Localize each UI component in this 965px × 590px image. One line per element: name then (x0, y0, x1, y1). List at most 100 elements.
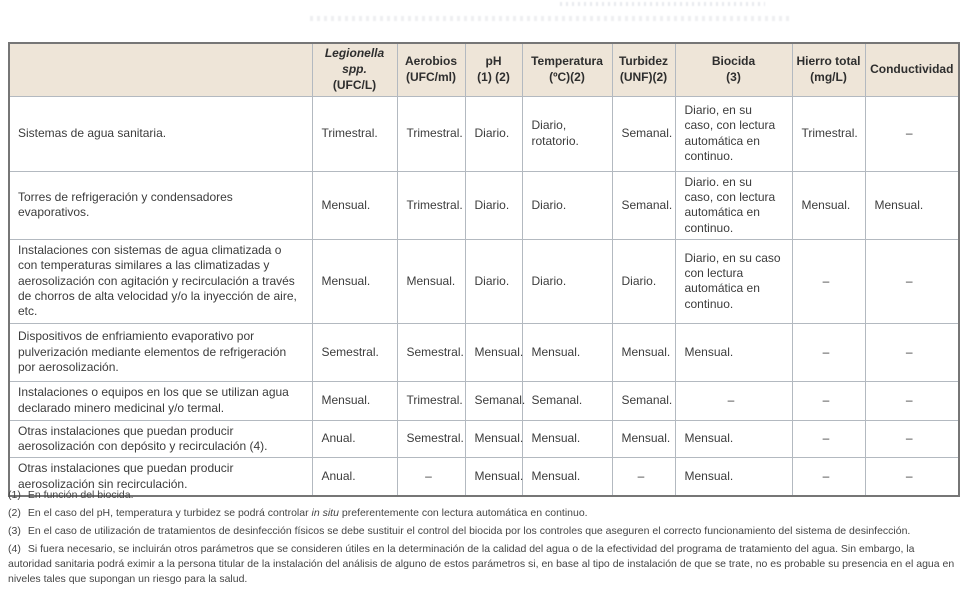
col-header-ph: pH (1) (2) (464, 42, 523, 97)
cell-value: – (791, 238, 866, 324)
col-header-legionella: Legionella spp. (UFC/L) (311, 42, 398, 97)
cell-value: Diario, en su caso con lectura automátic… (674, 238, 793, 324)
cell-value: Diario, rotatorio. (521, 95, 613, 172)
table-row: Instalaciones o equipos en los que se ut… (8, 380, 960, 421)
cell-value: Semestral. (311, 322, 398, 382)
cell-value: Mensual. (464, 457, 523, 497)
col-header-conductividad-name: Conductividad (870, 61, 954, 76)
cell-value: Diario. (521, 238, 613, 324)
col-header-aerobios-name: Aerobios (404, 54, 457, 69)
col-header-legionella-unit: (UFC/L) (332, 77, 377, 92)
cell-value: Anual. (311, 419, 398, 459)
cell-value: Mensual. (674, 457, 793, 497)
footnote-4-marker: (4) (8, 543, 21, 555)
col-header-legionella-name: Legionella spp. (324, 46, 385, 76)
cell-value: Trimestral. (311, 95, 398, 172)
cell-value: Mensual. (864, 170, 960, 240)
cell-description: Torres de refrigeración y condensadores … (8, 170, 313, 240)
footnote-3: (3) En el caso de utilización de tratamie… (8, 524, 958, 539)
footnote-2-text-italic: in situ (311, 507, 339, 519)
cell-value: Diario. (464, 95, 523, 172)
cell-value: Mensual. (311, 238, 398, 324)
col-header-aerobios-unit: (UFC/ml) (406, 69, 456, 84)
cell-value: Mensual. (674, 419, 793, 459)
col-header-empty (8, 42, 313, 97)
cell-value: Mensual. (521, 419, 613, 459)
footnote-3-marker: (3) (8, 525, 21, 537)
footnote-1: (1) En función del biocida. (8, 488, 958, 503)
table-row: Instalaciones con sistemas de agua clima… (8, 238, 960, 324)
footnote-1-text: En función del biocida. (27, 489, 134, 501)
col-header-hierro-name: Hierro total (796, 54, 861, 69)
parameters-table-wrapper: Legionella spp. (UFC/L) Aerobios (UFC/ml… (8, 42, 960, 498)
col-header-temperatura-name: Temperatura (531, 54, 603, 69)
cell-description: Otras instalaciones que puedan producir … (8, 457, 313, 497)
cell-value: Semanal. (611, 95, 676, 172)
cell-value: Diario. (521, 170, 613, 240)
footnote-2-text: En el caso del pH, temperatura y turbide… (28, 507, 588, 519)
footnotes: (1) En función del biocida. (2) En el caso… (8, 488, 958, 590)
table-row: Otras instalaciones que puedan producir … (8, 419, 960, 459)
col-header-biocida-name: Biocida (711, 54, 756, 69)
cell-value: – (864, 238, 960, 324)
footnote-2-text-pre: En el caso del pH, temperatura y turbide… (27, 507, 312, 519)
col-header-hierro: Hierro total (mg/L) (791, 42, 866, 97)
cell-description: Instalaciones con sistemas de agua clima… (8, 238, 313, 324)
cell-value: – (674, 380, 793, 421)
cell-value: Mensual. (611, 322, 676, 382)
cell-value: Semanal. (611, 380, 676, 421)
cell-value: Trimestral. (396, 380, 466, 421)
cell-value: Semestral. (396, 322, 466, 382)
cell-value: Diario. en su caso, con lectura automáti… (674, 170, 793, 240)
cell-value: Mensual. (521, 457, 613, 497)
col-header-turbidez: Turbidez (UNF)(2) (611, 42, 676, 97)
cell-value: Mensual. (311, 380, 398, 421)
table-row: Otras instalaciones que puedan producir … (8, 457, 960, 497)
cell-description: Dispositivos de enfriamiento evaporativo… (8, 322, 313, 382)
cell-description: Otras instalaciones que puedan producir … (8, 419, 313, 459)
cell-value: Semanal. (464, 380, 525, 421)
cell-value: Mensual. (464, 419, 523, 459)
cell-value: – (791, 322, 866, 382)
col-header-biocida: Biocida (3) (674, 42, 793, 97)
col-header-conductividad: Conductividad (864, 42, 960, 97)
col-header-temperatura-unit: (ºC)(2) (549, 69, 585, 84)
cell-value: Diario. (611, 238, 676, 324)
col-header-hierro-unit: (mg/L) (810, 69, 847, 84)
cell-value: Diario, en su caso, con lectura automáti… (674, 95, 793, 172)
cell-value: Trimestral. (396, 95, 466, 172)
cell-value: Diario. (464, 170, 523, 240)
cell-value: – (864, 380, 960, 421)
cell-value: – (791, 419, 866, 459)
cell-description: Sistemas de agua sanitaria. (8, 95, 313, 172)
footnote-2-marker: (2) (8, 507, 21, 519)
cell-value: – (396, 457, 466, 497)
cell-value: – (864, 457, 960, 497)
footnote-4: (4) Si fuera necesario, se incluirán otro… (8, 542, 958, 587)
sampling-frequency-table: Legionella spp. (UFC/L) Aerobios (UFC/ml… (8, 42, 960, 498)
cell-value: – (611, 457, 676, 497)
cell-value: – (791, 457, 866, 497)
cell-value: – (864, 322, 960, 382)
footnote-1-marker: (1) (8, 489, 21, 501)
cell-value: Trimestral. (791, 95, 866, 172)
cell-value: Mensual. (791, 170, 866, 240)
cell-value: Anual. (311, 457, 398, 497)
table-row: Sistemas de agua sanitaria. Trimestral. … (8, 95, 960, 172)
cell-value: Mensual. (396, 238, 466, 324)
col-header-temperatura: Temperatura (ºC)(2) (521, 42, 613, 97)
col-header-turbidez-name: Turbidez (618, 54, 669, 69)
cell-value: Semestral. (396, 419, 466, 459)
cell-value: Semanal. (611, 170, 676, 240)
cell-value: – (791, 380, 866, 421)
cell-value: Mensual. (611, 419, 676, 459)
col-header-ph-notes: (1) (2) (477, 69, 510, 84)
cell-value: – (864, 95, 960, 172)
table-row: Torres de refrigeración y condensadores … (8, 170, 960, 240)
faded-top-text-line2 (310, 16, 790, 21)
footnote-4-text: Si fuera necesario, se incluirán otros p… (8, 543, 955, 585)
cell-value: Trimestral. (396, 170, 466, 240)
cell-value: Diario. (464, 238, 523, 324)
header-row: Legionella spp. (UFC/L) Aerobios (UFC/ml… (8, 42, 960, 97)
cell-value: Mensual. (674, 322, 793, 382)
